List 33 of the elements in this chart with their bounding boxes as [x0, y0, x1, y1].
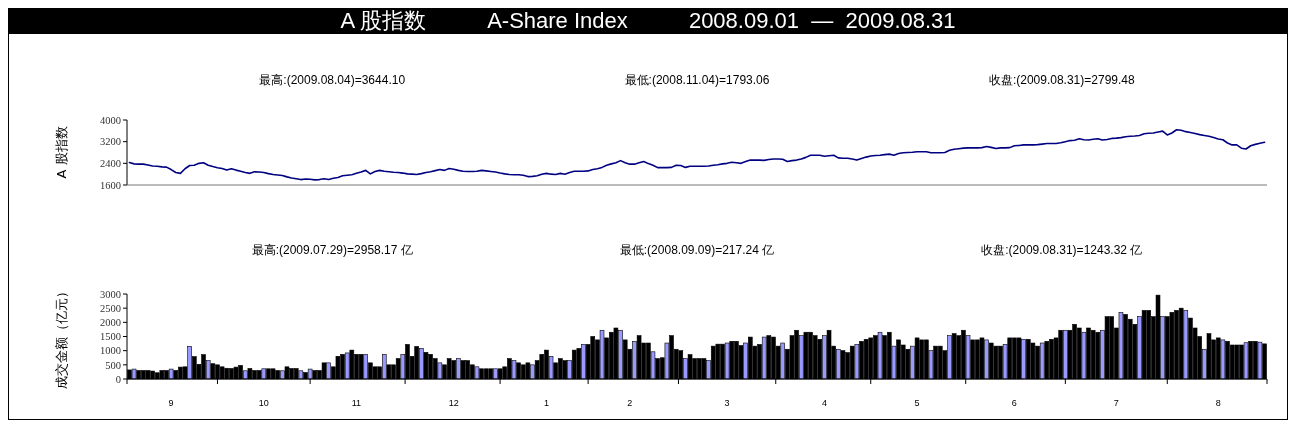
y-tick-label: 1000 — [100, 345, 121, 357]
x-tick-label: 1 — [543, 398, 549, 408]
chart-title: A 股指数 A-Share Index 2008.09.01 — 2009.08.31 — [340, 8, 956, 33]
y-tick-label: 2500 — [100, 302, 121, 314]
x-tick-label: 4 — [821, 398, 827, 408]
text: 最低:(2008.09.09)=217.24 亿 — [619, 243, 775, 257]
y-tick-label: 2000 — [100, 317, 121, 329]
text: 最低:(2008.11.04)=1793.06 — [624, 73, 770, 87]
y-tick-label: 2400 — [100, 158, 121, 170]
text: 最高:(2009.07.29)=2958.17 亿 — [251, 243, 413, 257]
y-tick-label: 0 — [115, 373, 121, 385]
x-tick-label: 11 — [351, 398, 362, 408]
line-series — [128, 128, 1266, 181]
x-tick-label: 7 — [1113, 398, 1119, 408]
y-axis-title: A 股指数 — [54, 126, 69, 179]
y-tick-label: 500 — [105, 359, 121, 371]
y-tick-label: 4000 — [100, 114, 121, 126]
y-tick-label: 1500 — [100, 331, 121, 343]
x-tick-label: 2 — [627, 398, 633, 408]
x-tick-label: 6 — [1011, 398, 1017, 408]
x-tick-label: 5 — [914, 398, 920, 408]
y-tick-label: 3200 — [100, 136, 121, 148]
y-axis-title: 成交金额（亿元） — [54, 284, 69, 389]
text: 最高:(2009.08.04)=3644.10 — [259, 73, 406, 87]
x-tick-label: 10 — [258, 398, 269, 408]
x-tick-label: 8 — [1215, 398, 1221, 408]
text: 收盘:(2009.08.31)=1243.32 亿 — [981, 243, 1143, 257]
y-tick-label: 3000 — [100, 288, 121, 300]
x-tick-label: 3 — [724, 398, 730, 408]
text: 收盘:(2009.08.31)=2799.48 — [988, 73, 1136, 87]
x-tick-label: 12 — [448, 398, 459, 408]
x-tick-label: 9 — [168, 398, 174, 408]
y-tick-label: 1600 — [100, 179, 121, 191]
